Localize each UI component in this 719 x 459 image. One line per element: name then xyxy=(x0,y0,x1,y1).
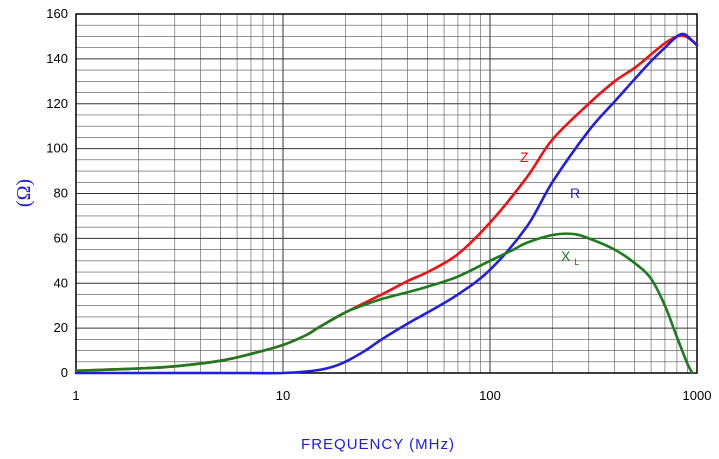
series-label-r: R xyxy=(570,185,580,201)
tick-labels: 0 20 40 60 80 100 120 140 160 1 10 100 1000 xyxy=(46,6,711,403)
series-label-z: Z xyxy=(520,149,529,165)
y-tick-label: 120 xyxy=(46,96,68,111)
x-tick-label: 1000 xyxy=(683,388,712,403)
y-tick-label: 160 xyxy=(46,6,68,21)
series-labels: Z R X L xyxy=(520,149,580,267)
x-tick-label: 10 xyxy=(276,388,290,403)
y-axis-title: (Ω) xyxy=(13,179,35,207)
series-label-xl: X L xyxy=(561,248,579,267)
x-tick-label: 1 xyxy=(72,388,79,403)
y-tick-label: 80 xyxy=(54,186,68,201)
y-tick-label: 60 xyxy=(54,230,68,245)
series-line-r xyxy=(74,32,699,375)
series-line-z xyxy=(74,34,699,373)
grid xyxy=(75,13,698,374)
series-label-xl-main: X xyxy=(561,248,571,264)
plot-frame xyxy=(75,13,698,374)
series-layer xyxy=(74,32,699,375)
series-label-r-main: R xyxy=(570,185,580,201)
y-tick-label: 100 xyxy=(46,141,68,156)
series-label-xl-sub: L xyxy=(574,257,579,267)
y-tick-label: 0 xyxy=(61,365,68,380)
x-axis-title: FREQUENCY (MHz) xyxy=(301,436,455,453)
y-tick-label: 140 xyxy=(46,51,68,66)
y-tick-label: 40 xyxy=(54,275,68,290)
series-label-z-main: Z xyxy=(520,149,529,165)
x-tick-label: 100 xyxy=(479,388,501,403)
y-tick-label: 20 xyxy=(54,320,68,335)
series-line-xl xyxy=(74,232,694,375)
